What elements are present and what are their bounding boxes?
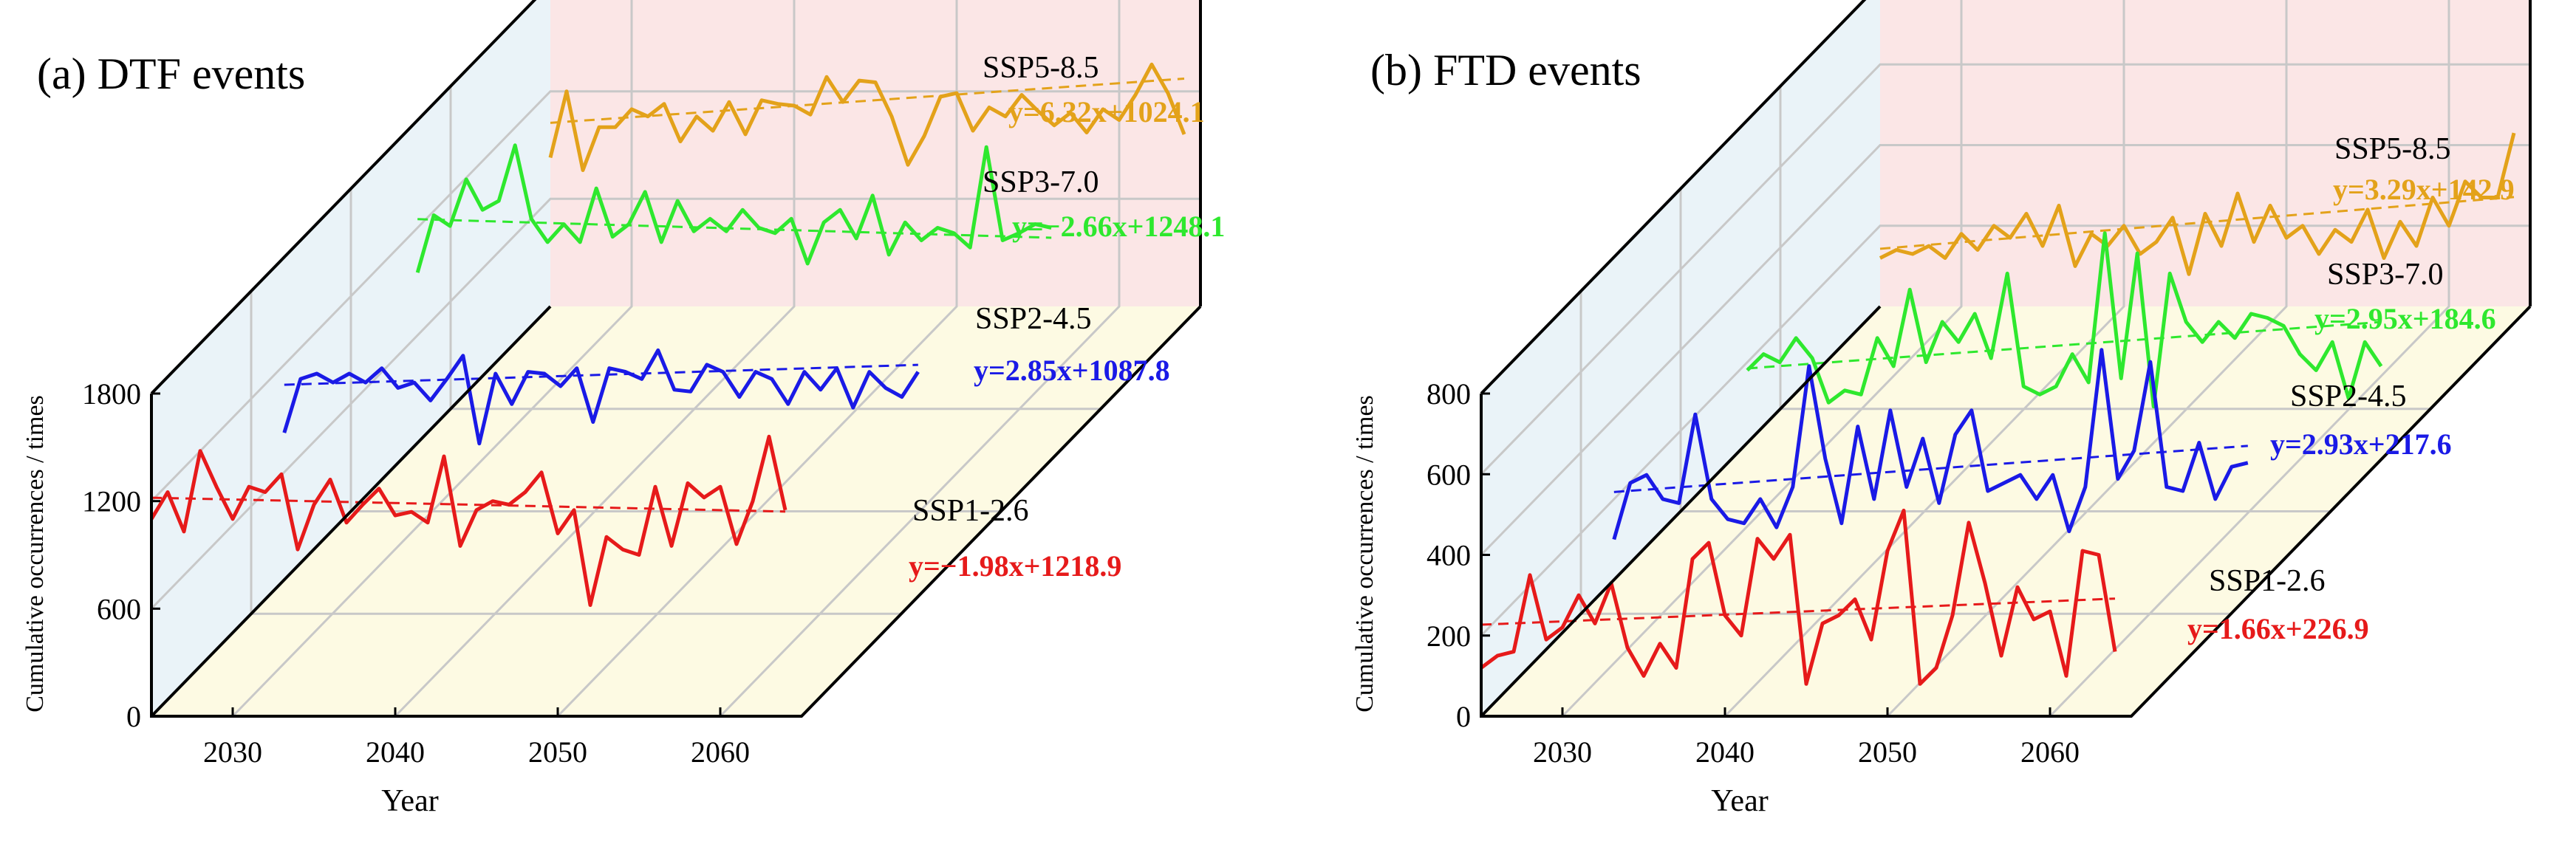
equation-label-ssp585: y=3.29x+142.9 (2333, 173, 2515, 206)
trend-line-ssp126 (1480, 597, 2116, 626)
series-label-ssp585: SSP5-8.5 (983, 51, 1099, 85)
y-tick-label: 0 (1456, 700, 1471, 733)
trend-line-ssp585 (1879, 196, 2515, 250)
equation-label-ssp585: y=6.32x+1024.1 (1008, 95, 1205, 128)
series-label-ssp126: SSP1-2.6 (912, 494, 1029, 528)
grid-line-y (1480, 63, 2530, 476)
x-tick-label: 2030 (1533, 735, 1592, 769)
grid-line-x (1886, 0, 2288, 718)
series-line-ssp245 (1612, 348, 2249, 540)
trend-line-ssp585 (550, 78, 1185, 124)
y-tick-label: 1200 (82, 485, 141, 518)
axis-frame-front (150, 305, 1202, 718)
series-line-ssp126 (149, 434, 788, 607)
equation-label-ssp245: y=2.93x+217.6 (2270, 428, 2452, 461)
series-label-ssp245: SSP2-4.5 (975, 302, 1092, 336)
y-tick-label: 1800 (82, 377, 141, 411)
x-tick-label: 2060 (2020, 735, 2080, 769)
x-tick-label: 2030 (203, 735, 262, 769)
trend-line-ssp370 (1747, 320, 2382, 370)
series-line-ssp370 (1746, 231, 2383, 409)
series-label-ssp585: SSP5-8.5 (2334, 132, 2451, 166)
x-tick-label: 2040 (366, 735, 425, 769)
y-tick-label: 0 (126, 700, 141, 733)
equation-label-ssp245: y=2.85x+1087.8 (974, 354, 1170, 387)
panel-a: 2030 2040 2050 2060 0 600 1200 1800 Year Cumulati… (21, 0, 1225, 818)
y-tick-label: 800 (1427, 377, 1471, 411)
axis-depth-edge (150, 305, 552, 718)
panel-title: (a) DTF events (37, 49, 305, 98)
series-label-ssp126: SSP1-2.6 (2209, 564, 2326, 598)
back-wall (550, 0, 1200, 306)
axis-frame-back (150, 0, 1202, 395)
panel-title: (b) FTD events (1370, 46, 1641, 95)
series-line-ssp585 (1879, 132, 2516, 276)
x-tick-label: 2060 (691, 735, 750, 769)
grid-line-x (1561, 0, 1963, 718)
y-tick-label: 200 (1427, 619, 1471, 653)
y-tick-label: 600 (97, 592, 141, 625)
panel-b: 2030 2040 2050 2060 0 200 400 600 800 Year Cumulat… (1351, 0, 2532, 818)
y-tick-label: 600 (1427, 458, 1471, 491)
equation-label-ssp126: y=1.66x+226.9 (2187, 612, 2369, 645)
grid-line-y (150, 197, 1200, 610)
x-axis-label: Year (381, 784, 438, 818)
grid-line-y (150, 90, 1200, 502)
x-tick-label: 2040 (1695, 735, 1755, 769)
axis-depth-edge (1480, 305, 1882, 718)
equation-label-ssp126: y=−1.98x+1218.9 (909, 549, 1121, 583)
series-label-ssp370: SSP3-7.0 (983, 165, 1099, 199)
axis-frame-back (1480, 0, 2532, 395)
trend-line-ssp245 (284, 363, 918, 386)
grid-line-y (1480, 224, 2530, 636)
series-line-ssp370 (415, 143, 1052, 273)
x-tick-label: 2050 (528, 735, 587, 769)
equation-label-ssp370: y=−2.66x+1248.1 (1012, 210, 1225, 243)
trend-line-ssp126 (151, 496, 786, 513)
y-axis-label: Cumulative occurrences / times (21, 395, 49, 713)
y-axis-label: Cumulative occurrences / times (1351, 395, 1378, 713)
series-line-ssp585 (548, 62, 1186, 172)
trend-line-ssp245 (1613, 444, 2248, 493)
grid-line-x (2049, 0, 2450, 718)
x-tick-label: 2050 (1858, 735, 1917, 769)
grid-line-y (1480, 144, 2530, 556)
x-axis-label: Year (1711, 784, 1768, 818)
trend-line-ssp370 (417, 218, 1052, 239)
back-wall (1880, 0, 2530, 306)
equation-label-ssp370: y=2.95x+184.6 (2314, 302, 2496, 335)
series-label-ssp370: SSP3-7.0 (2327, 258, 2444, 292)
series-label-ssp245: SSP2-4.5 (2290, 380, 2407, 413)
series-line-ssp245 (282, 348, 920, 446)
grid-line-x (1723, 0, 2125, 718)
y-tick-label: 400 (1427, 539, 1471, 572)
